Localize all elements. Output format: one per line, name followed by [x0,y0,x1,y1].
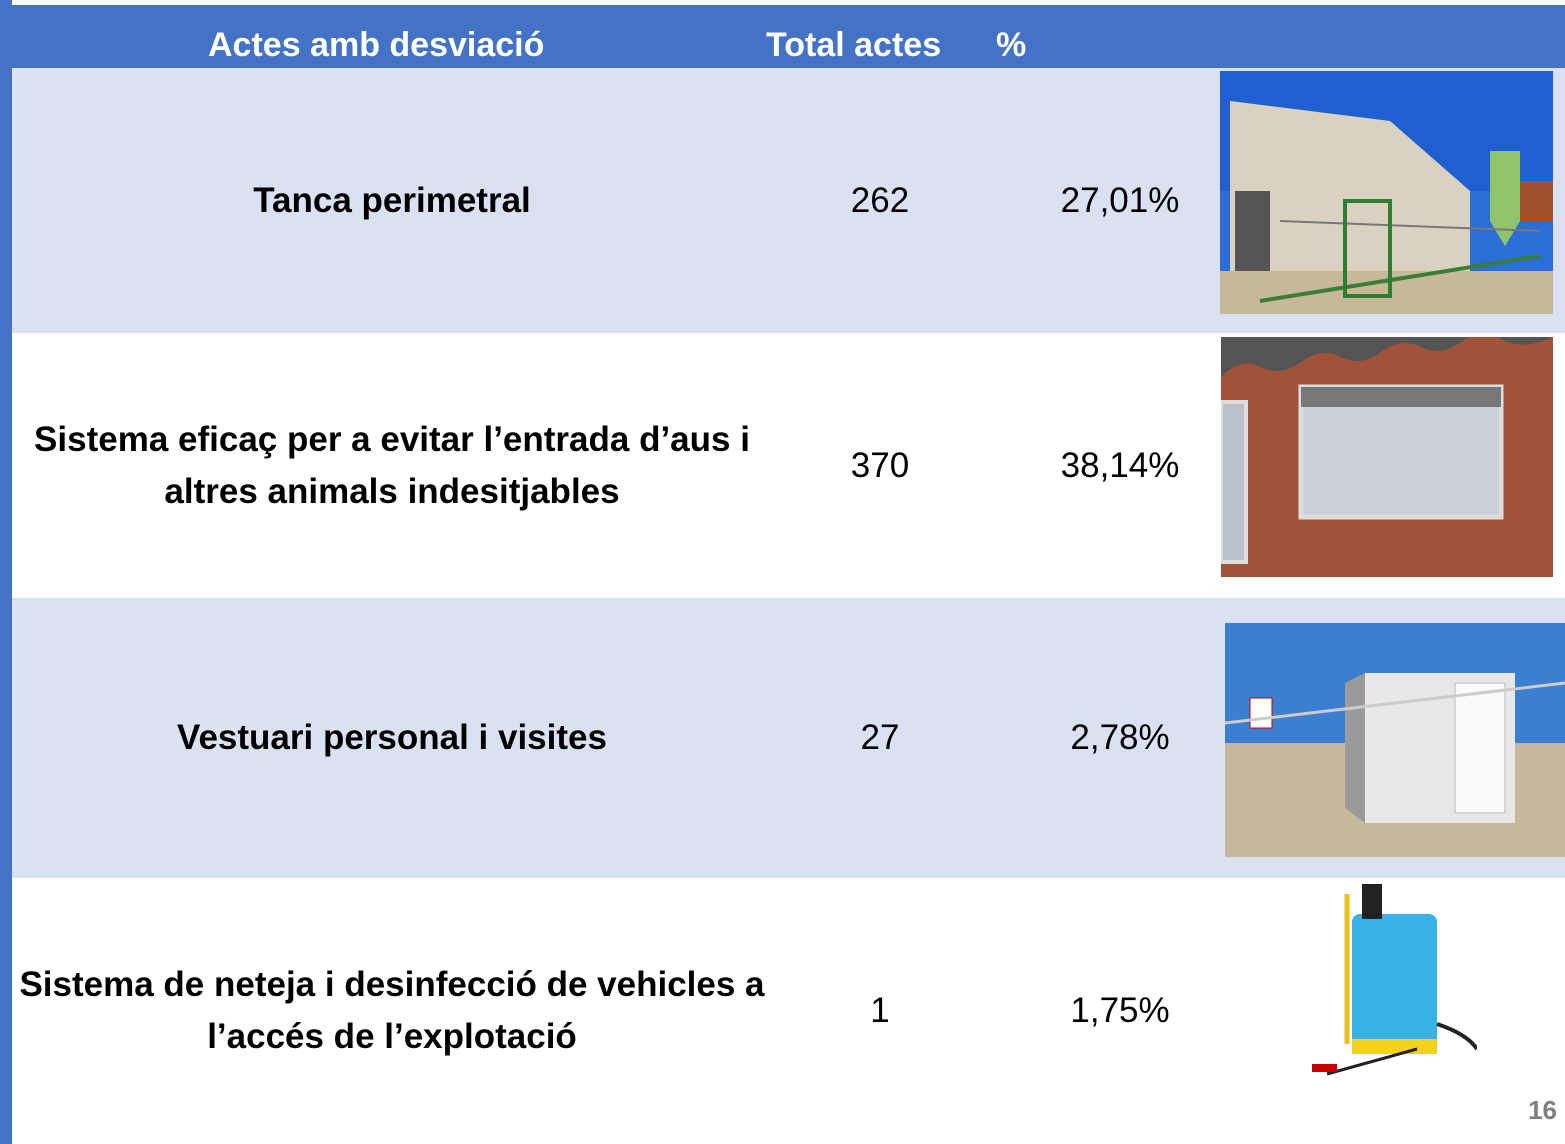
table-row: Vestuari personal i visites 27 2,78% [12,598,1565,880]
total-cell: 370 [850,445,910,485]
row-label: Sistema de neteja i desinfecció de vehic… [19,965,765,1056]
total-cell: 1 [870,991,890,1030]
percent-cell: 1,75% [1070,991,1170,1030]
fence-photo [1220,71,1553,314]
table-row: Sistema eficaç per a evitar l’entrada d’… [12,333,1565,600]
side-stripe [0,0,12,1144]
table-row: Sistema de neteja i desinfecció de vehic… [12,878,1565,1144]
page-number: 16 [1528,1095,1557,1125]
changing-room-photo [1225,623,1565,857]
total-cell: 27 [860,718,900,757]
percent-cell: 38,14% [1060,445,1180,485]
total-cell: 262 [850,180,910,220]
row-label: Sistema eficaç per a evitar l’entrada d’… [34,419,750,511]
header-cell: Actes amb desviació [208,26,545,64]
sprayer-photo [1312,884,1477,1076]
table-header: Actes amb desviació Total actes % [0,5,1565,68]
table-row: Tanca perimetral 262 27,01% [12,68,1565,335]
row-label: Tanca perimetral [253,180,531,220]
percent-cell: 2,78% [1070,718,1170,757]
header-cell: Total actes [766,26,942,64]
header-cell: % [996,26,1027,64]
percent-cell: 27,01% [1060,180,1180,220]
row-label: Vestuari personal i visites [177,718,607,757]
window-mesh-photo [1221,337,1553,577]
